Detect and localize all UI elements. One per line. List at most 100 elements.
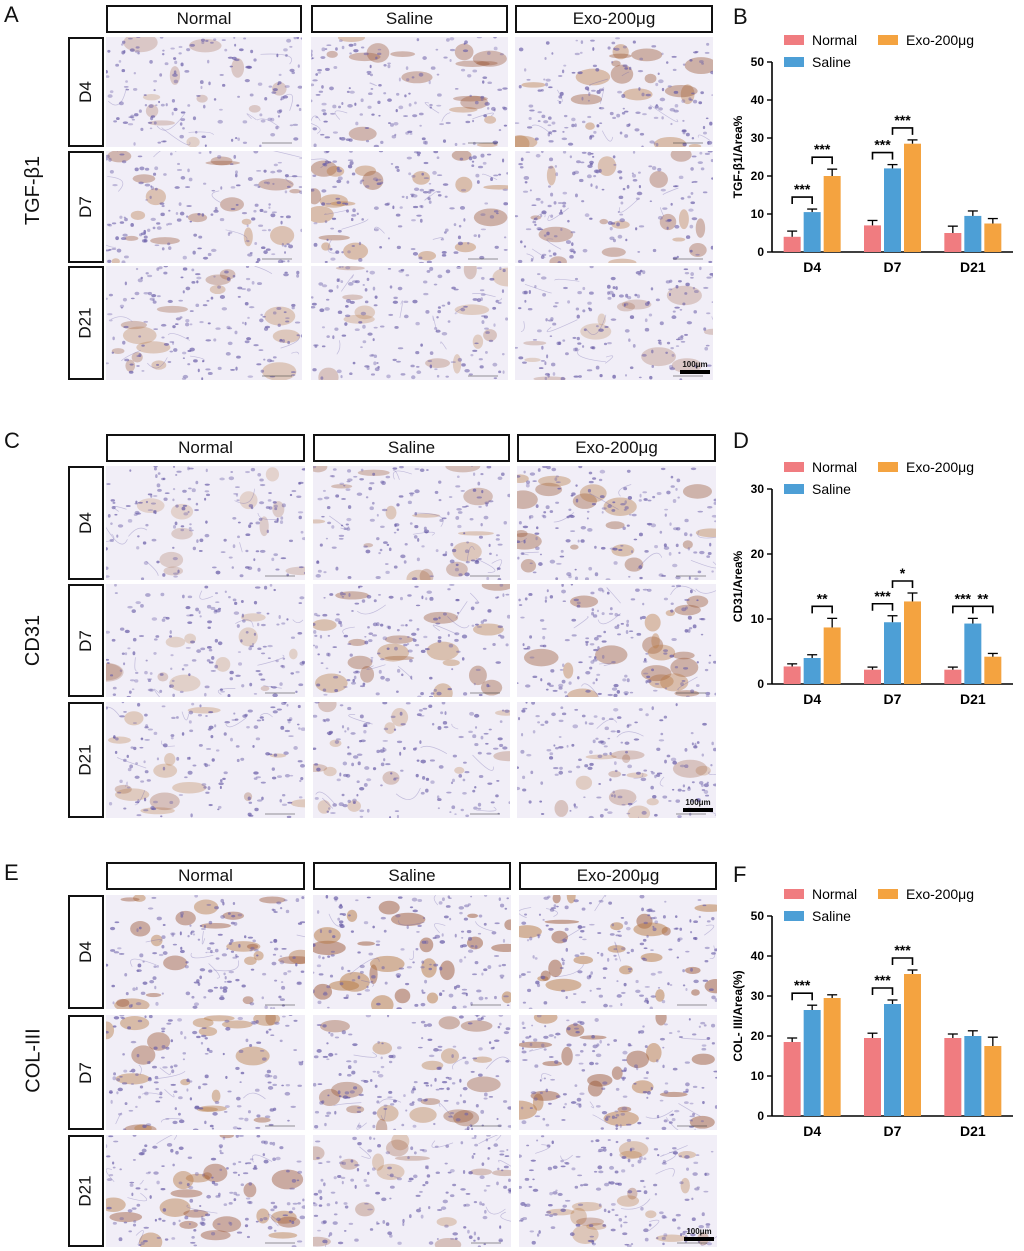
row-label-d21: D21	[68, 266, 104, 380]
bar	[783, 1042, 801, 1116]
micrograph-tile	[311, 37, 508, 147]
row-label-d4: D4	[68, 466, 104, 580]
bar	[984, 223, 1002, 252]
bar	[864, 1038, 881, 1116]
scale-bar-line	[683, 808, 713, 812]
y-axis-label: CD31/Area%	[731, 550, 745, 622]
significance-label: ***	[874, 588, 891, 604]
y-tick-label: 50	[751, 909, 765, 923]
significance-bracket	[871, 987, 894, 995]
y-tick-label: 10	[751, 1069, 765, 1083]
bar	[884, 622, 901, 684]
stain-label-tgf-b1: TGF-β1	[22, 155, 45, 225]
significance-bracket	[811, 605, 833, 614]
y-axis-label: COL- III/Area(%)	[731, 970, 745, 1061]
column-header-exo: Exo-200μg	[515, 5, 713, 33]
legend-label: Exo-200μg	[906, 459, 974, 475]
bar	[944, 1038, 962, 1116]
scale-bar-label: 100μm	[685, 798, 711, 807]
micrograph-tile	[517, 584, 716, 697]
bar	[904, 974, 921, 1116]
significance-bracket	[811, 156, 833, 165]
micrograph-tile	[313, 466, 510, 580]
x-tick-label: D4	[803, 691, 821, 707]
significance-bracket	[791, 196, 813, 205]
column-header-saline: Saline	[313, 434, 510, 462]
bar	[823, 176, 841, 252]
x-tick-label: D4	[803, 1123, 821, 1139]
legend-label: Exo-200μg	[906, 886, 974, 902]
scale-bar-label: 100μm	[686, 1227, 712, 1236]
bar-chart-cd31: Normal Saline Exo-200μg 0 10 20 30 CD31/Area% D4…	[731, 459, 1013, 707]
bar	[944, 233, 962, 252]
x-tick-label: D21	[960, 259, 986, 275]
y-tick-label: 40	[751, 949, 765, 963]
x-tick-label: D7	[884, 1123, 902, 1139]
panel-letter-b: B	[733, 4, 748, 29]
legend-swatch	[784, 484, 804, 494]
micrograph-tile	[313, 702, 510, 818]
y-tick-label: 0	[757, 677, 764, 691]
significance-bracket	[972, 605, 994, 614]
bar	[944, 669, 962, 684]
bar-chart-col-iii: Normal Saline Exo-200μg 0 10 20 30 40 50 COL- III…	[731, 886, 1013, 1139]
bar-chart-tgf-b1: Normal Saline Exo-200μg 0 10 20 30 40 50 TGF-β1/A…	[731, 32, 1013, 275]
micrograph-tile	[106, 151, 302, 263]
micrograph-tile	[515, 266, 713, 380]
legend-label: Normal	[812, 459, 857, 475]
significance-bracket	[891, 580, 914, 588]
scale-bar: 100μm	[683, 798, 713, 812]
x-tick-label: D4	[803, 259, 821, 275]
significance-bracket	[952, 605, 974, 614]
legend-swatch	[784, 889, 804, 899]
column-header-saline: Saline	[313, 862, 511, 890]
micrograph-tile	[106, 37, 302, 147]
scale-bar-line	[684, 1237, 714, 1241]
legend-label: Exo-200μg	[906, 32, 974, 48]
x-tick-label: D7	[884, 259, 902, 275]
significance-label: *	[900, 565, 906, 581]
significance-label: ***	[794, 977, 811, 993]
micrograph-tile	[517, 702, 716, 818]
y-tick-label: 10	[751, 207, 765, 221]
significance-label: ***	[894, 112, 911, 128]
legend-swatch	[878, 889, 898, 899]
panel-letter-f: F	[733, 862, 747, 887]
significance-label: **	[817, 590, 828, 606]
y-tick-label: 20	[751, 169, 765, 183]
micrograph-tile	[106, 702, 305, 818]
bar	[864, 669, 881, 684]
bar	[803, 1010, 821, 1116]
row-label-d21: D21	[68, 702, 104, 818]
y-tick-label: 40	[751, 93, 765, 107]
x-tick-label: D7	[884, 691, 902, 707]
significance-label: ***	[874, 972, 891, 988]
micrograph-tile	[519, 1015, 717, 1130]
legend-swatch	[878, 462, 898, 472]
significance-label: ***	[814, 141, 831, 157]
column-header-exo: Exo-200μg	[517, 434, 716, 462]
stain-label-cd31: CD31	[22, 614, 45, 666]
column-header-exo: Exo-200μg	[519, 862, 717, 890]
x-tick-label: D21	[960, 1123, 986, 1139]
micrograph-tile	[313, 1135, 511, 1247]
row-label-d7: D7	[68, 1015, 104, 1130]
panel-letter-e: E	[4, 860, 19, 885]
bar	[823, 998, 841, 1116]
y-tick-label: 20	[751, 1029, 765, 1043]
stain-label-col-iii: COL-III	[22, 1027, 45, 1093]
significance-label: ***	[874, 137, 891, 153]
micrograph-tile	[515, 37, 713, 147]
column-header-normal: Normal	[106, 434, 305, 462]
significance-bracket	[891, 127, 914, 135]
row-label-d21: D21	[68, 1135, 104, 1247]
legend-label: Saline	[812, 54, 851, 70]
y-tick-label: 0	[757, 1109, 764, 1123]
bar	[803, 658, 821, 684]
micrograph-tile	[311, 266, 508, 380]
legend-swatch	[784, 57, 804, 67]
chart-tgf-b1: Normal Saline Exo-200μg 0 10 20 30 40 50 TGF-β1/A…	[728, 28, 1020, 278]
row-label-d4: D4	[68, 895, 104, 1009]
micrograph-tile	[519, 1135, 717, 1247]
column-header-saline: Saline	[311, 5, 508, 33]
